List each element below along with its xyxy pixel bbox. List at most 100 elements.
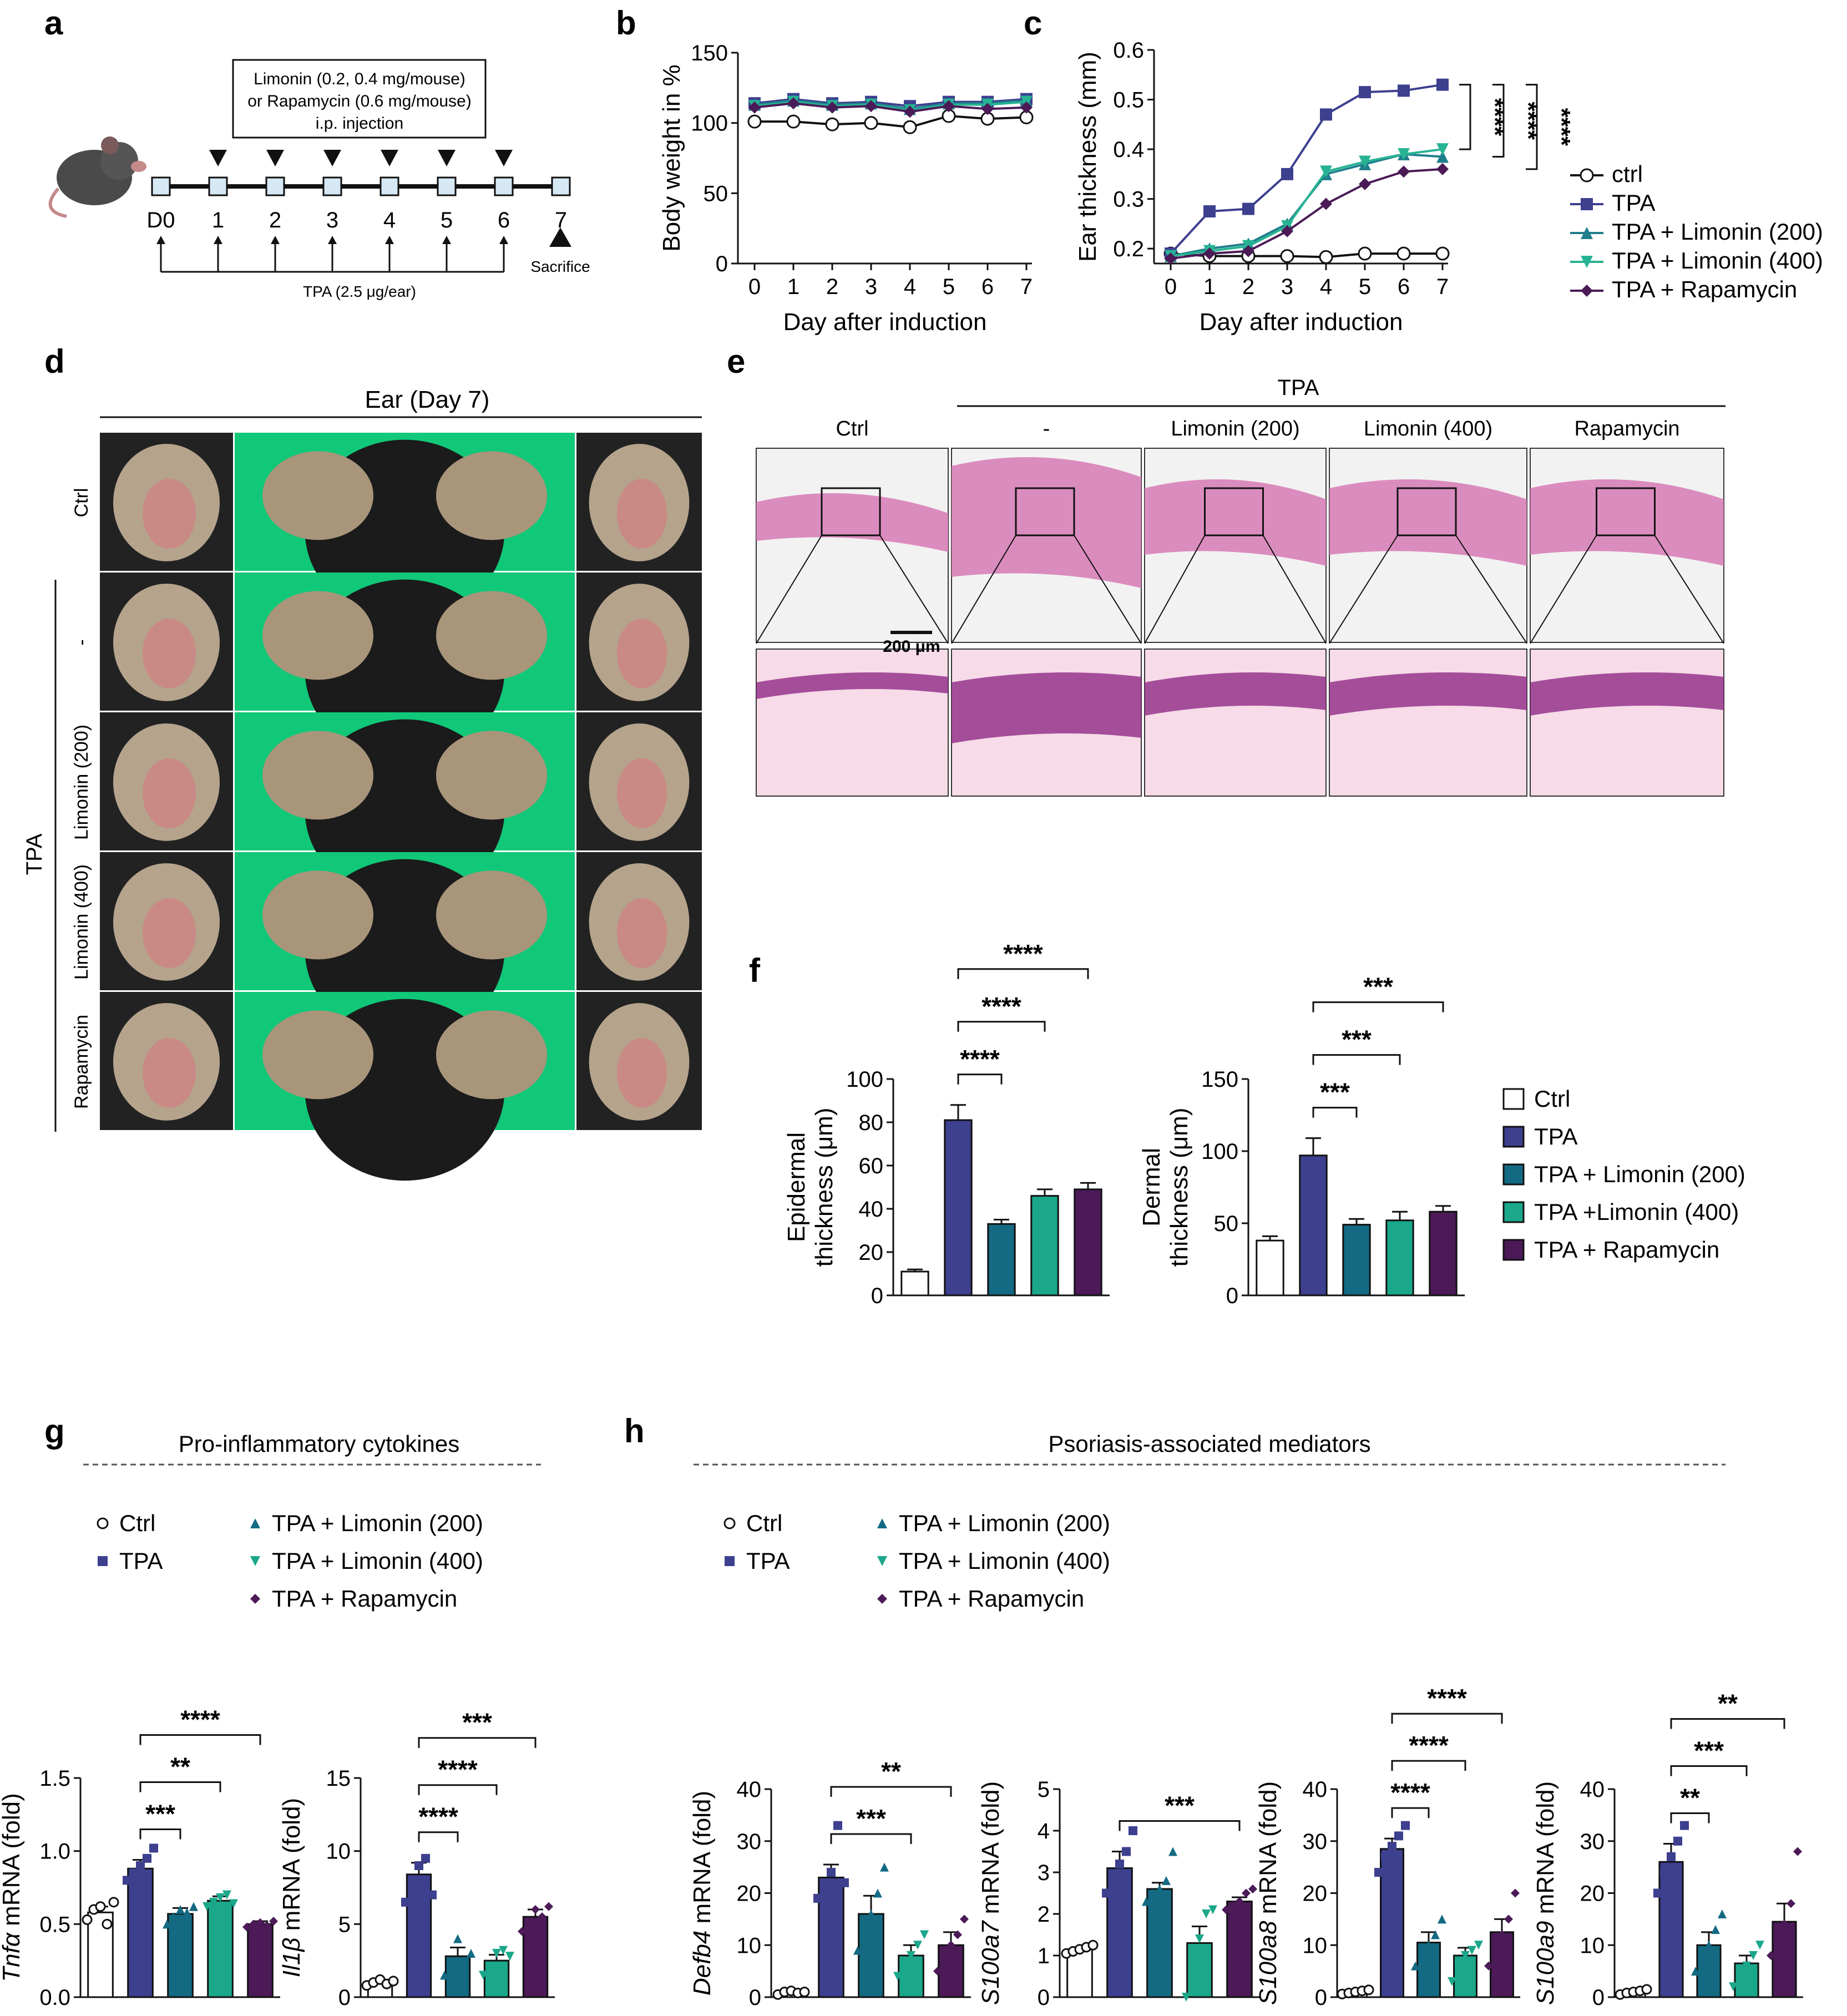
marker-circle — [97, 1517, 109, 1529]
legend-label: TPA + Limonin (400) — [899, 1548, 1110, 1574]
significance-stars: ** — [1718, 1689, 1738, 1718]
y-axis-unit: mRNA (fold) — [689, 1791, 716, 1931]
marker-triangle — [877, 1518, 887, 1528]
marker-triangle-down — [1208, 1905, 1217, 1914]
marker-triangle — [1438, 1914, 1446, 1924]
ear-right — [436, 451, 547, 540]
marker-square — [1401, 1821, 1410, 1830]
y-tick-label: 30 — [737, 1830, 762, 1854]
marker-triangle-down — [222, 1890, 231, 1900]
significance-bracket — [1526, 84, 1538, 170]
legend-label: TPA — [1612, 190, 1656, 216]
ear-row-label: Ctrl — [71, 488, 92, 518]
legend-label: TPA + Limonin (200) — [1534, 1161, 1745, 1187]
marker-circle — [864, 116, 878, 130]
timeline-day-box — [151, 176, 171, 196]
marker-diamond — [1235, 1897, 1244, 1906]
significance-bracket — [1670, 1718, 1785, 1729]
legend-label: TPA + Rapamycin — [1534, 1237, 1719, 1263]
bar — [1380, 1848, 1404, 1998]
timeline-day-box — [322, 176, 342, 196]
section-g-title: Pro-inflammatory cytokines — [179, 1431, 459, 1457]
legend-label: TPA + Rapamycin — [1612, 276, 1797, 302]
marker-diamond — [256, 1918, 265, 1927]
y-tick-label: 10 — [1580, 1933, 1605, 1958]
y-axis-label-line2: thickness (μm) — [1166, 1108, 1193, 1267]
significance-bracket — [957, 968, 1089, 979]
panel-d-title: Ear (Day 7) — [365, 386, 490, 413]
marker-diamond — [1484, 1961, 1493, 1971]
y-tick-label: 10 — [1303, 1933, 1328, 1958]
panel-label-e: e — [727, 343, 745, 380]
y-axis-unit: mRNA (fold) — [977, 1781, 1004, 1921]
marker-diamond — [1165, 252, 1177, 265]
marker-diamond — [1511, 1888, 1520, 1898]
x-tick-label: 4 — [904, 275, 916, 299]
y-tick-label: 50 — [704, 181, 728, 206]
ear-right — [436, 591, 547, 680]
y-axis-label: S100a7 mRNA (fold) — [977, 1781, 1004, 2005]
legend-f: Ctrl TPA TPA + Limonin (200) TPA +Limonin (… — [1502, 1086, 1745, 1263]
marker-triangle — [467, 1949, 475, 1958]
x-tick-label: 6 — [981, 275, 994, 299]
y-axis-gene: Tnfα — [0, 1932, 25, 1982]
y-axis-label: Defb4 mRNA (fold) — [689, 1791, 716, 1995]
legend-label: TPA + Limonin (400) — [1612, 247, 1823, 273]
y-tick-label: 2 — [1038, 1902, 1050, 1927]
y-tick-label: 40 — [1303, 1777, 1328, 1802]
significance-bracket — [1391, 1760, 1466, 1771]
marker-triangle — [1718, 1909, 1727, 1918]
marker-triangle-down — [1448, 1977, 1456, 1986]
y-axis-unit: mRNA (fold) — [0, 1793, 25, 1933]
bar — [1226, 1901, 1253, 1998]
significance-stars: **** — [1003, 939, 1043, 968]
marker-triangle-down — [1454, 1961, 1463, 1971]
significance-bracket — [1391, 1807, 1430, 1819]
y-axis-label-line2: thickness (μm) — [811, 1108, 838, 1267]
sacrifice-triangle — [549, 227, 571, 247]
marker-circle — [95, 1901, 106, 1912]
y-tick-label: 0 — [871, 1284, 883, 1308]
marker-diamond — [953, 1930, 962, 1939]
significance-bracket — [830, 1833, 912, 1844]
bar — [1186, 1942, 1213, 1998]
y-tick-label: 40 — [859, 1197, 884, 1222]
marker-diamond — [1281, 225, 1293, 237]
marker-square — [1667, 1852, 1676, 1861]
y-axis-label: S100a9 mRNA (fold) — [1532, 1781, 1559, 2005]
y-tick-label: 0 — [1592, 1985, 1605, 2010]
panel-label-f: f — [749, 952, 761, 989]
timeline-day-box — [551, 176, 571, 196]
marker-square — [408, 1876, 417, 1885]
panel-label-d: d — [44, 343, 65, 380]
tpa-arrowhead — [156, 236, 165, 244]
significance-bracket — [1670, 1812, 1710, 1823]
ear-canal — [616, 758, 667, 828]
legend-label: TPA + Limonin (200) — [899, 1510, 1110, 1536]
significance-bracket — [957, 1073, 1003, 1085]
tpa-arrowhead — [442, 236, 451, 244]
chart-f1: 0 20 40 60 80 100 Epidermal thickness (μm) **** *… — [783, 939, 1110, 1308]
y-tick-label: 1 — [1038, 1944, 1050, 1968]
ear-canal — [143, 479, 196, 549]
significance-stars: **** — [1515, 102, 1542, 140]
marker-triangle-down — [1729, 1982, 1738, 1992]
marker-square — [1673, 1836, 1682, 1846]
bar — [406, 1873, 432, 1998]
x-tick-label: 3 — [865, 275, 877, 299]
marker-triangle-down — [1474, 1941, 1483, 1950]
y-axis-gene: Defb4 — [689, 1931, 716, 1995]
marker-diamond — [1497, 1930, 1506, 1939]
injection-arrowhead — [323, 150, 341, 166]
y-axis-gene: S100a7 — [977, 1920, 1004, 2005]
x-tick-label: 0 — [1165, 275, 1177, 299]
timeline-day-label: 1 — [212, 208, 224, 232]
significance-bracket — [1391, 1713, 1503, 1724]
y-tick-label: 80 — [859, 1111, 884, 1135]
significance-stars: **** — [1427, 1684, 1467, 1713]
legend-label: TPA +Limonin (400) — [1534, 1199, 1739, 1225]
y-axis-label: Ear thickness (mm) — [1074, 52, 1101, 262]
bar — [1256, 1239, 1284, 1296]
marker-square — [1320, 108, 1332, 121]
